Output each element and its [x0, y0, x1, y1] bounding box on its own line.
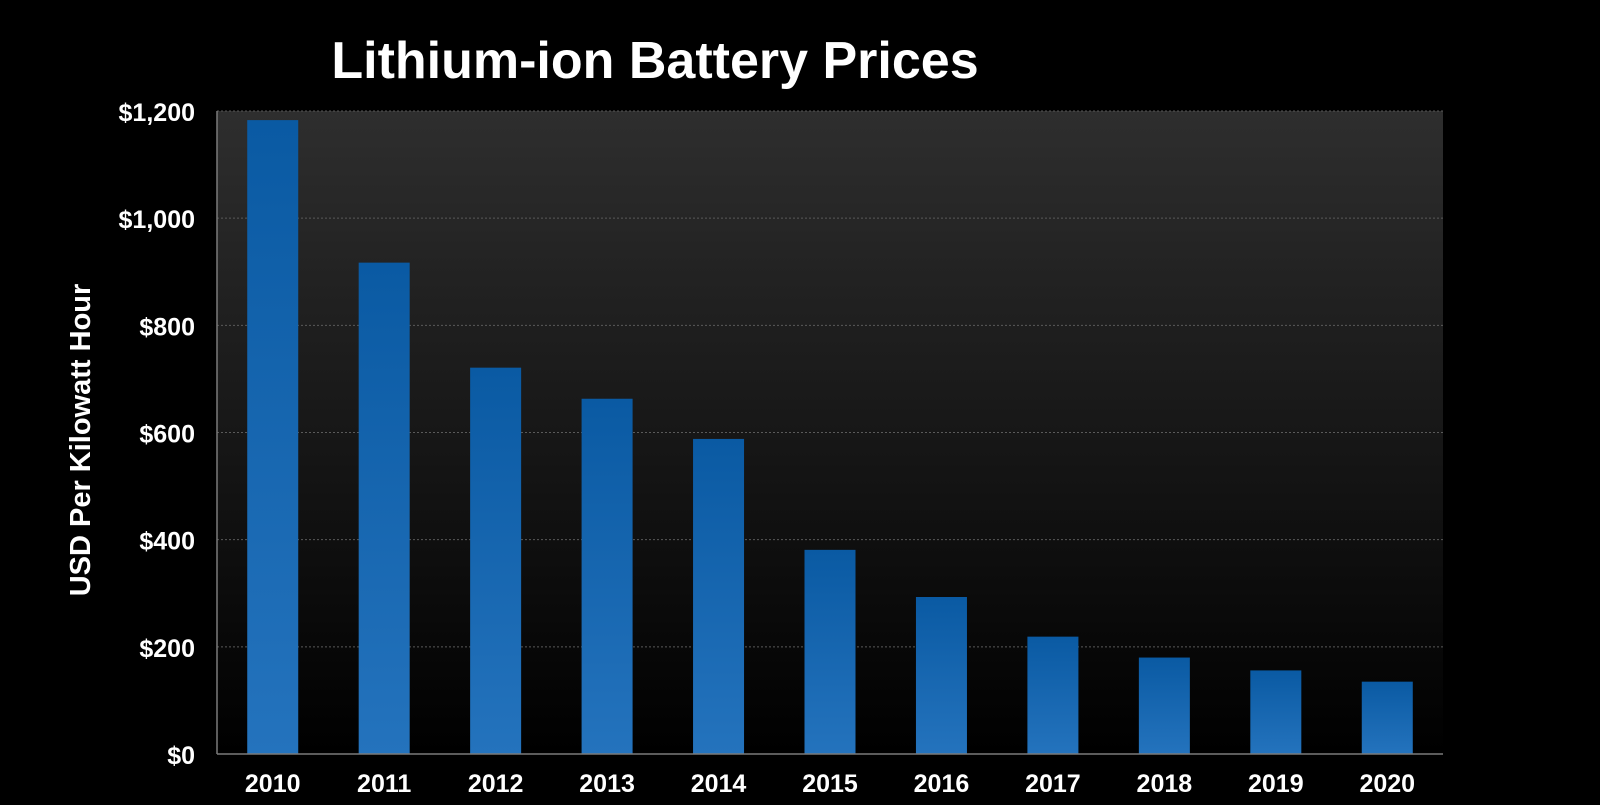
- bar-2012: [470, 367, 522, 754]
- x-tick-label: 2013: [579, 770, 635, 798]
- bars: [247, 120, 1413, 754]
- x-tick-label: 2016: [914, 770, 970, 798]
- y-tick-label: $0: [167, 742, 195, 770]
- x-tick-label: 2018: [1137, 770, 1193, 798]
- x-tick-label: 2017: [1025, 770, 1081, 798]
- bar-2011: [358, 262, 410, 754]
- y-axis-label: USD Per Kilowatt Hour: [65, 284, 97, 597]
- x-tick-label: 2019: [1248, 770, 1304, 798]
- bar-2018: [1138, 657, 1190, 754]
- y-tick-label: $1,000: [119, 206, 195, 234]
- x-tick-label: 2010: [245, 770, 301, 798]
- y-tick-label: $400: [139, 528, 195, 556]
- chart-title: Lithium-ion Battery Prices: [331, 32, 979, 90]
- y-tick-label: $200: [139, 635, 195, 663]
- x-tick-label: 2015: [802, 770, 858, 798]
- bar-2019: [1250, 670, 1302, 754]
- bar-2010: [247, 120, 299, 754]
- bar-2016: [915, 597, 967, 754]
- y-tick-label: $600: [139, 421, 195, 449]
- x-tick-label: 2011: [357, 770, 411, 798]
- x-tick-label: 2012: [468, 770, 524, 798]
- bar-2017: [1027, 636, 1079, 754]
- x-tick-label: 2020: [1359, 770, 1415, 798]
- x-tick-label: 2014: [691, 770, 747, 798]
- bar-2015: [804, 549, 856, 754]
- x-tick-labels: 2010 2011 2012 2013 2014 2015 2016 2017 2018 2019…: [245, 770, 1415, 798]
- bar-2020: [1361, 681, 1413, 754]
- y-tick-label: $1,200: [119, 99, 195, 127]
- y-tick-labels: $0 $200 $400 $600 $800 $1,000 $1,200: [119, 99, 195, 770]
- y-tick-label: $800: [139, 313, 195, 341]
- bar-2013: [581, 398, 633, 754]
- bar-2014: [693, 438, 745, 754]
